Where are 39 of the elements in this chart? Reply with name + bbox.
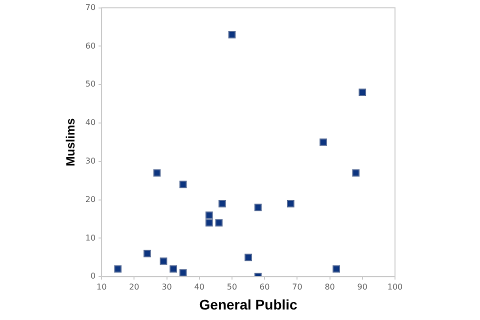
y-tick-label: 70 (85, 2, 96, 12)
x-tick-label: 90 (357, 282, 368, 292)
x-tick-label: 80 (324, 282, 335, 292)
y-tick-label: 60 (85, 41, 96, 50)
y-tick-label: 0 (90, 272, 96, 281)
x-tick-label: 100 (387, 282, 403, 292)
x-tick-label: 70 (292, 282, 302, 292)
x-tick-label: 10 (96, 282, 107, 292)
y-axis-title: Muslims (64, 118, 78, 166)
point (228, 31, 236, 38)
point (286, 200, 294, 208)
x-tick-label: 30 (162, 282, 172, 292)
y-tick-label: 40 (85, 118, 96, 128)
point (215, 219, 223, 227)
point (352, 169, 360, 177)
point (144, 250, 151, 258)
x-tick-label: 60 (259, 282, 270, 292)
y-tick-label: 20 (85, 194, 96, 204)
y-tick-label: 50 (85, 80, 96, 89)
point (254, 204, 262, 212)
point (179, 269, 187, 276)
point (179, 180, 187, 188)
y-tick-label: 10 (85, 233, 96, 242)
point (153, 169, 161, 177)
point (170, 265, 177, 273)
x-tick-label: 50 (226, 282, 238, 292)
point (160, 258, 168, 265)
x-tick-label: 40 (194, 282, 204, 292)
point (332, 265, 340, 273)
y-tick-label: 30 (85, 156, 96, 166)
point (205, 211, 213, 219)
point (114, 265, 122, 273)
point (320, 138, 327, 146)
x-tick-label: 20 (129, 282, 140, 292)
point (244, 254, 252, 262)
x-axis-title: General Public (199, 296, 298, 312)
point (205, 219, 213, 227)
point (218, 200, 226, 208)
point (358, 88, 366, 96)
